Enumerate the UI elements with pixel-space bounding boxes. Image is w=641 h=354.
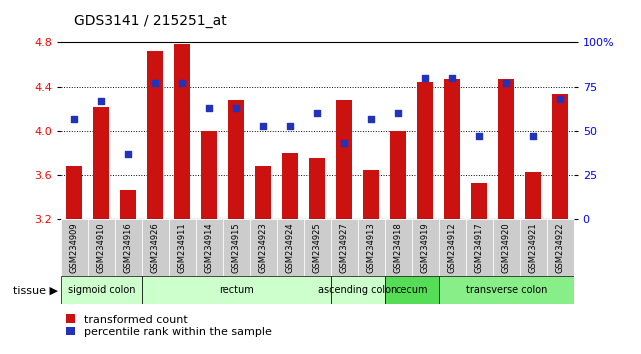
Point — [474, 133, 485, 139]
Bar — [228, 100, 244, 219]
Text: GSM234919: GSM234919 — [420, 222, 429, 273]
Bar — [255, 166, 271, 219]
Text: tissue ▶: tissue ▶ — [13, 285, 58, 295]
Point — [420, 75, 430, 81]
Bar — [174, 44, 190, 219]
Legend: transformed count, percentile rank within the sample: transformed count, percentile rank withi… — [67, 314, 272, 337]
Text: transverse colon: transverse colon — [465, 285, 547, 295]
Point — [177, 80, 187, 86]
FancyBboxPatch shape — [223, 219, 250, 276]
FancyBboxPatch shape — [88, 219, 115, 276]
Point — [123, 151, 133, 157]
Bar — [66, 166, 83, 219]
Text: GSM234924: GSM234924 — [286, 222, 295, 273]
Bar — [94, 107, 110, 219]
Bar — [552, 95, 569, 219]
FancyBboxPatch shape — [277, 219, 304, 276]
Point — [258, 123, 269, 129]
FancyBboxPatch shape — [331, 219, 358, 276]
Text: sigmoid colon: sigmoid colon — [68, 285, 135, 295]
Text: GSM234912: GSM234912 — [448, 222, 457, 273]
FancyBboxPatch shape — [115, 219, 142, 276]
Text: GSM234915: GSM234915 — [232, 222, 241, 273]
Text: GSM234920: GSM234920 — [502, 222, 511, 273]
Point — [312, 110, 322, 116]
FancyBboxPatch shape — [142, 276, 331, 304]
Bar — [498, 79, 514, 219]
Point — [150, 80, 160, 86]
Bar — [147, 51, 163, 219]
FancyBboxPatch shape — [61, 219, 88, 276]
Bar — [390, 131, 406, 219]
Bar — [282, 153, 299, 219]
Point — [231, 105, 242, 111]
Bar — [309, 158, 326, 219]
Text: GSM234917: GSM234917 — [475, 222, 484, 273]
Bar — [363, 170, 379, 219]
Bar — [417, 82, 433, 219]
Bar — [471, 183, 487, 219]
Text: GSM234918: GSM234918 — [394, 222, 403, 273]
FancyBboxPatch shape — [412, 219, 438, 276]
FancyBboxPatch shape — [142, 219, 169, 276]
Text: GSM234923: GSM234923 — [259, 222, 268, 273]
Point — [69, 116, 79, 121]
Point — [528, 133, 538, 139]
FancyBboxPatch shape — [61, 276, 142, 304]
Text: GSM234925: GSM234925 — [313, 222, 322, 273]
Point — [447, 75, 458, 81]
FancyBboxPatch shape — [331, 276, 385, 304]
Text: cecum: cecum — [395, 285, 428, 295]
Bar — [121, 190, 137, 219]
Text: GSM234916: GSM234916 — [124, 222, 133, 273]
FancyBboxPatch shape — [493, 219, 520, 276]
FancyBboxPatch shape — [438, 219, 466, 276]
FancyBboxPatch shape — [438, 276, 574, 304]
Bar — [444, 79, 460, 219]
Point — [501, 80, 512, 86]
Text: GSM234927: GSM234927 — [340, 222, 349, 273]
Text: ascending colon: ascending colon — [318, 285, 397, 295]
Text: rectum: rectum — [219, 285, 254, 295]
FancyBboxPatch shape — [196, 219, 223, 276]
Text: GSM234913: GSM234913 — [367, 222, 376, 273]
Point — [339, 141, 349, 146]
Point — [204, 105, 215, 111]
FancyBboxPatch shape — [304, 219, 331, 276]
Text: GSM234910: GSM234910 — [97, 222, 106, 273]
Text: GSM234914: GSM234914 — [205, 222, 214, 273]
Point — [393, 110, 403, 116]
Point — [96, 98, 106, 104]
Text: GSM234926: GSM234926 — [151, 222, 160, 273]
FancyBboxPatch shape — [385, 219, 412, 276]
Bar — [525, 172, 541, 219]
Point — [555, 96, 565, 102]
Bar — [336, 100, 353, 219]
Point — [285, 123, 296, 129]
FancyBboxPatch shape — [466, 219, 493, 276]
FancyBboxPatch shape — [385, 276, 438, 304]
FancyBboxPatch shape — [520, 219, 547, 276]
Text: GSM234922: GSM234922 — [556, 222, 565, 273]
FancyBboxPatch shape — [169, 219, 196, 276]
Text: GDS3141 / 215251_at: GDS3141 / 215251_at — [74, 14, 226, 28]
FancyBboxPatch shape — [547, 219, 574, 276]
FancyBboxPatch shape — [358, 219, 385, 276]
Text: GSM234911: GSM234911 — [178, 222, 187, 273]
Text: GSM234921: GSM234921 — [529, 222, 538, 273]
Bar — [201, 131, 217, 219]
FancyBboxPatch shape — [250, 219, 277, 276]
Text: GSM234909: GSM234909 — [70, 222, 79, 273]
Point — [366, 116, 376, 121]
